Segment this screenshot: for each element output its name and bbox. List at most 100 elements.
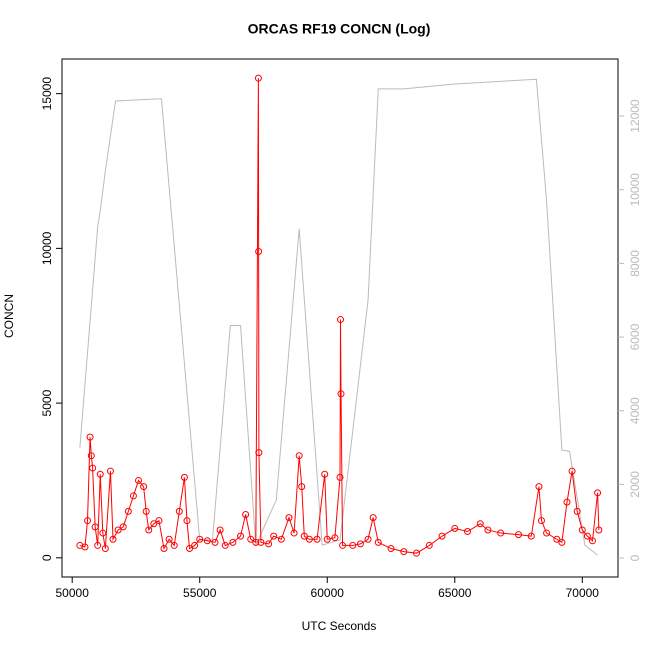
data-point <box>438 532 446 540</box>
y2-tick-label: 8000 <box>628 250 642 277</box>
data-point <box>451 524 459 532</box>
data-point <box>515 531 523 539</box>
y-tick-label: 0 <box>40 554 54 561</box>
data-point <box>464 528 472 536</box>
chart-title: ORCAS RF19 CONCN (Log) <box>248 21 431 37</box>
x-tick-label: 55000 <box>183 586 217 600</box>
data-point <box>295 452 303 460</box>
data-point <box>543 529 551 537</box>
data-point <box>400 548 408 556</box>
data-point <box>175 507 183 515</box>
data-point <box>221 541 229 549</box>
data-point <box>535 483 543 491</box>
data-point <box>203 537 211 545</box>
data-point <box>425 541 433 549</box>
data-point <box>563 498 571 506</box>
data-point <box>323 535 331 543</box>
data-point <box>109 535 117 543</box>
data-point <box>573 507 581 515</box>
data-point <box>558 538 566 546</box>
y2-tick-label: 12000 <box>628 99 642 133</box>
data-point <box>337 390 345 398</box>
x-tick-label: 65000 <box>438 586 472 600</box>
data-point <box>229 538 237 546</box>
data-point <box>76 541 84 549</box>
x-tick-label: 50000 <box>56 586 90 600</box>
data-point <box>84 517 92 525</box>
data-point <box>290 529 298 537</box>
x-axis-label: UTC Seconds <box>302 619 377 633</box>
y-tick-label: 15000 <box>40 77 54 111</box>
data-point <box>101 545 109 553</box>
data-point <box>142 507 150 515</box>
data-point <box>191 541 199 549</box>
data-point <box>87 452 95 460</box>
data-point <box>180 473 188 481</box>
data-point <box>165 535 173 543</box>
data-point <box>578 526 586 534</box>
data-point <box>331 534 339 542</box>
data-point <box>124 507 132 515</box>
data-point <box>81 543 89 551</box>
data-point <box>583 532 591 540</box>
y-tick-label: 10000 <box>40 231 54 265</box>
data-point <box>537 517 545 525</box>
data-point <box>160 545 168 553</box>
data-point <box>183 517 191 525</box>
data-point <box>265 540 273 548</box>
data-point <box>140 483 148 491</box>
data-point <box>369 514 377 522</box>
data-point <box>595 526 603 534</box>
data-point <box>94 541 102 549</box>
data-point <box>252 538 260 546</box>
y-tick-label: 5000 <box>40 389 54 416</box>
y2-tick-label: 6000 <box>628 323 642 350</box>
data-point <box>298 483 306 491</box>
data-point <box>186 545 194 553</box>
data-point <box>86 433 94 441</box>
data-point <box>196 535 204 543</box>
y2-tick-label: 2000 <box>628 471 642 498</box>
series-line <box>79 78 600 554</box>
data-point <box>497 529 505 537</box>
data-point <box>484 526 492 534</box>
data-point <box>300 532 308 540</box>
data-point <box>339 541 347 549</box>
data-point <box>270 532 278 540</box>
data-point <box>216 526 224 534</box>
data-point <box>257 538 265 546</box>
data-point <box>255 247 263 255</box>
data-point <box>568 467 576 475</box>
data-point <box>313 535 321 543</box>
data-point <box>285 514 293 522</box>
data-point <box>321 470 329 478</box>
data-point <box>277 535 285 543</box>
data-point <box>553 535 561 543</box>
data-point <box>588 537 596 545</box>
data-point <box>242 510 250 518</box>
data-point <box>364 535 372 543</box>
data-point <box>413 549 421 557</box>
y2-tick-label: 4000 <box>628 397 642 424</box>
data-point <box>305 535 313 543</box>
data-point <box>254 74 262 82</box>
series-line <box>79 78 598 556</box>
data-point <box>527 532 535 540</box>
data-point <box>237 532 245 540</box>
data-point <box>99 529 107 537</box>
x-tick-label: 60000 <box>311 586 345 600</box>
data-point <box>114 526 122 534</box>
data-point <box>145 526 153 534</box>
y-axis-label: CONCN <box>2 294 16 338</box>
data-point <box>106 467 114 475</box>
data-point <box>129 492 137 500</box>
data-point <box>594 489 602 497</box>
data-point <box>336 473 344 481</box>
data-point <box>96 470 104 478</box>
data-point <box>211 538 219 546</box>
data-point <box>170 541 178 549</box>
data-point <box>155 517 163 525</box>
data-point <box>337 316 345 324</box>
data-point <box>356 540 364 548</box>
